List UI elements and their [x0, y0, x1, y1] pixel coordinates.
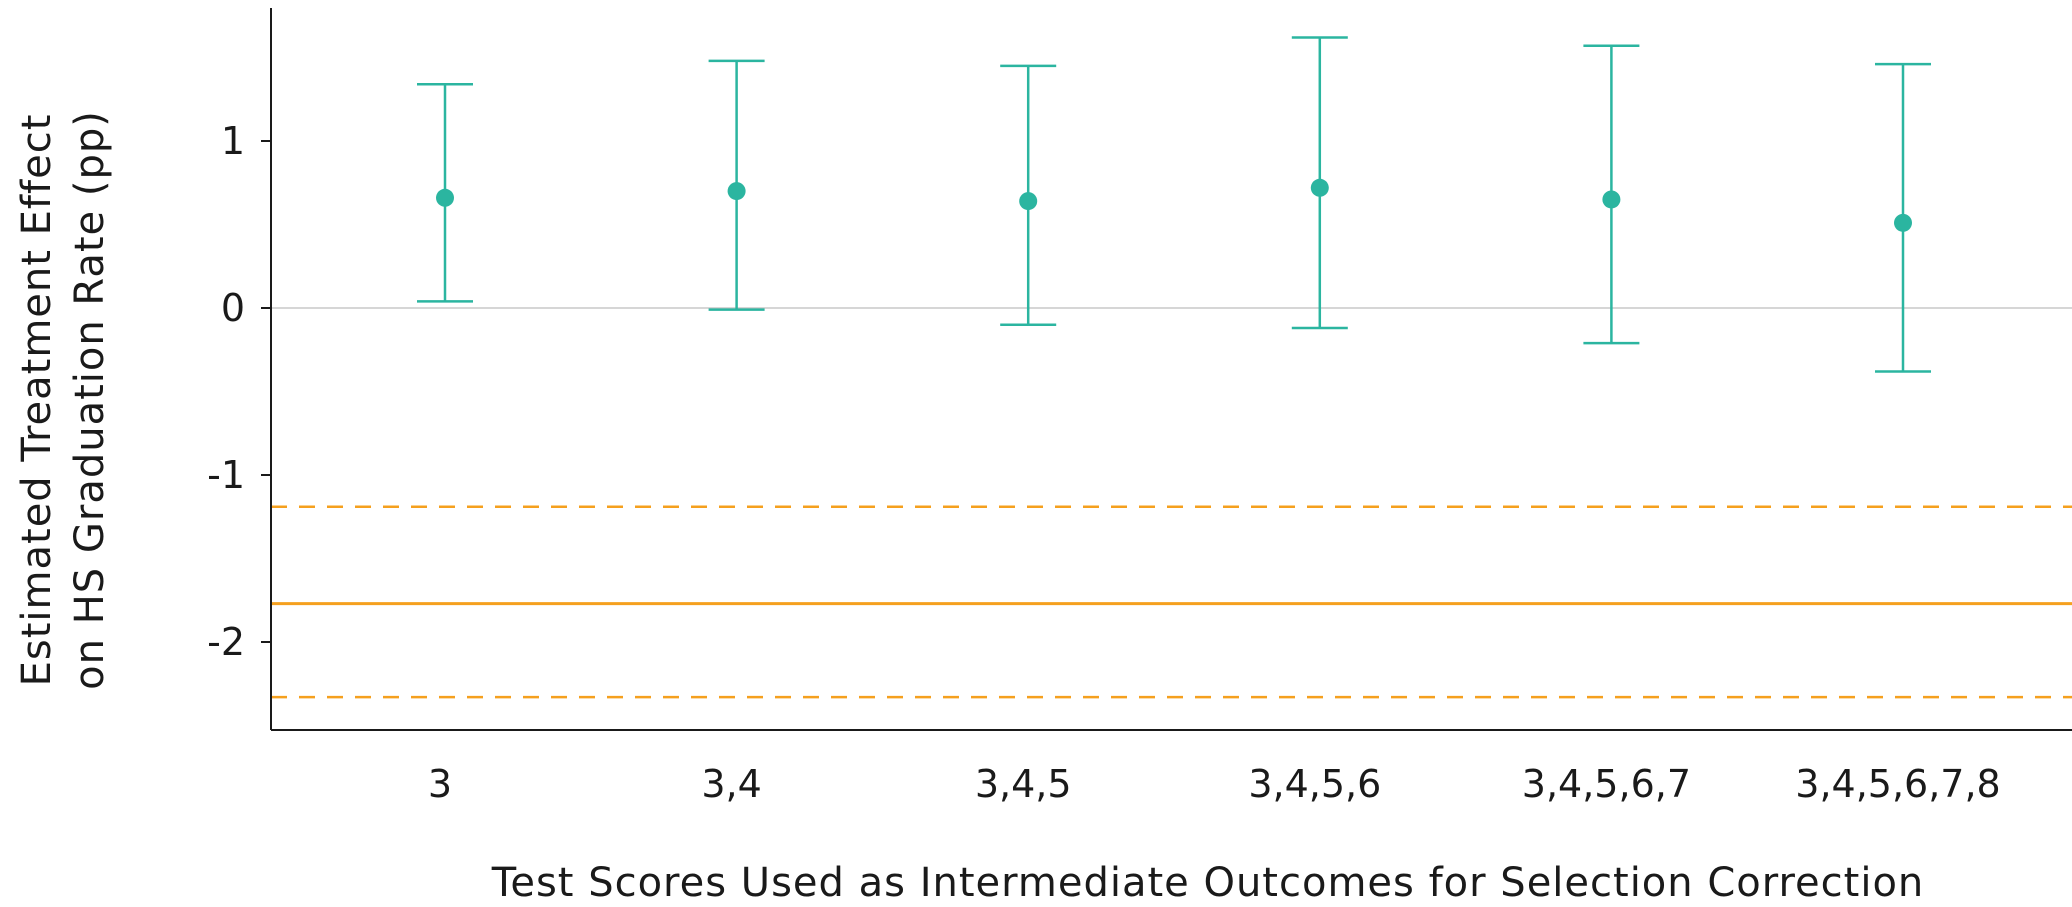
x-axis-title: Test Scores Used as Intermediate Outcome…: [491, 860, 1925, 906]
estimate-point: [1310, 178, 1329, 197]
x-tick-label: 3,4: [701, 762, 761, 806]
estimate-point-group: [1583, 44, 1640, 345]
y-tick-label: -2: [207, 620, 245, 664]
estimate-point: [727, 182, 746, 201]
x-tick-label: 3,4,5,6: [1248, 762, 1381, 806]
y-axis-title-line-1: Estimated Treatment Effect: [14, 114, 60, 687]
estimate-point-group: [417, 82, 473, 303]
estimate-point-group: [1291, 36, 1348, 330]
x-tick-label: 3: [428, 762, 452, 806]
y-tick-label: -1: [207, 453, 245, 497]
x-tick-label: 3,4,5: [975, 762, 1072, 806]
y-tick-label: 1: [221, 119, 245, 163]
estimate-point: [1019, 192, 1038, 211]
x-tick-label: 3,4,5,6,7,8: [1795, 762, 2000, 806]
estimate-point: [1894, 213, 1912, 232]
estimate-point-group: [1000, 64, 1057, 326]
y-axis-title-line-2: on HS Graduation Rate (pp): [67, 110, 113, 690]
estimate-point-group: [708, 59, 765, 311]
y-axis-title: Estimated Treatment Effect on HS Graduat…: [14, 110, 113, 690]
estimate-point: [1602, 190, 1621, 209]
x-tick-label: 3,4,5,6,7: [1522, 762, 1691, 806]
estimate-point-group: [1875, 62, 1931, 373]
y-tick-label: 0: [221, 286, 245, 330]
estimate-point: [436, 188, 454, 207]
